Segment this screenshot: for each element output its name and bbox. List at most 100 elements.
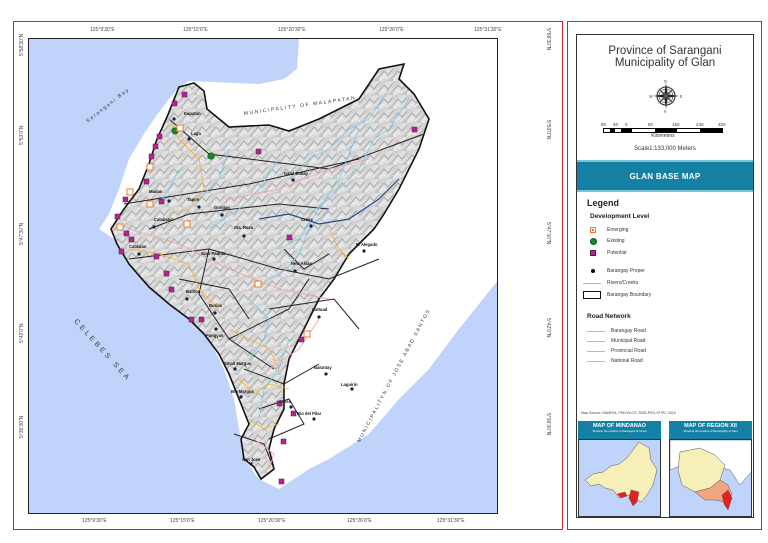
barangay-label: Big Margus — [231, 389, 254, 394]
barangay-label: Cross — [301, 217, 313, 222]
lon-tick-label: 125°31'30"E — [474, 27, 502, 33]
barangay-label: Gongan — [214, 205, 230, 210]
road-line-icon — [587, 330, 605, 332]
map-frame — [13, 21, 563, 530]
lat-tick-label: 5°47'30"N — [19, 222, 25, 245]
lat-tick-label: 5°47'30"N — [545, 222, 551, 245]
boundary-box-icon — [583, 291, 601, 299]
lon-tick-label: 125°31'30"E — [437, 518, 465, 524]
barangay-label: Sta. Rosa — [234, 225, 254, 230]
road-line-icon — [587, 350, 605, 352]
region-xii-map-graphic — [670, 440, 751, 511]
legend-item-provincial-road: Provincial Road — [587, 347, 646, 355]
lon-tick-label: 125°9'30"E — [90, 27, 115, 33]
lat-tick-label: 5°36'30"N — [545, 413, 551, 436]
barangay-label: Cross — [279, 399, 291, 404]
legend-item-emerging: Emerging — [587, 226, 628, 234]
scale-unit: Kilometers — [651, 133, 675, 139]
barangay-label: Rio del Pilar — [297, 411, 322, 416]
legend-item-barangay-proper: Barangay Proper — [587, 267, 645, 275]
barangay-label: Calabanit — [154, 217, 173, 222]
lon-tick-label: 125°26'0"E — [347, 518, 372, 524]
barangay-dot-icon — [591, 269, 595, 273]
legend-item-existing: Existing — [587, 237, 625, 245]
svg-text:N: N — [664, 79, 667, 84]
inset-title: MAP OF REGION XII — [684, 423, 737, 429]
map-canvas[interactable]: Sarangani Bay CELEBES SEA MUNICIPALITY O… — [28, 38, 498, 514]
barangay-label: Kaltuad — [312, 307, 328, 312]
legend-item-barangay-road: Barangay Road — [587, 327, 646, 335]
barangay-label: Tapon — [187, 197, 200, 202]
mindanao-map-graphic — [584, 441, 658, 507]
scale-tick: 160 — [672, 122, 680, 127]
scale-tick: 40 — [613, 122, 619, 127]
legend-item-barangay-boundary: Barangay Boundary — [583, 291, 651, 299]
road-line-icon — [587, 340, 605, 342]
municipality-title: Municipality of Glan — [614, 57, 716, 69]
base-map-graphic — [29, 39, 497, 513]
svg-text:E: E — [680, 94, 683, 99]
legend-title: Legend — [587, 198, 620, 208]
map-title: Province of Sarangani Municipality of Gl… — [577, 45, 753, 69]
map-source: Map Source: NAMRIA, PHIVOLCS, MGB,PEO,ST… — [581, 411, 676, 415]
legend-item-potential: Potential — [587, 249, 626, 257]
potential-icon — [590, 250, 596, 256]
lon-tick-label: 125°15'0"E — [170, 518, 195, 524]
legend-frame — [567, 21, 762, 530]
barangay-label: Burias — [209, 303, 223, 308]
lon-tick-label: 125°26'0"E — [379, 27, 404, 33]
emerging-icon — [590, 227, 596, 233]
scale-tick: 320 — [718, 122, 726, 127]
svg-text:W: W — [649, 94, 653, 99]
barangay-label: Glan Padidu — [201, 251, 226, 256]
barangay-label: Datal Bukay — [284, 171, 308, 176]
development-level-title: Development Level — [590, 213, 650, 220]
lat-tick-label: 5°53'0"N — [545, 120, 551, 140]
lon-tick-label: 125°15'0"E — [183, 27, 208, 33]
compass-rose-icon: N S W E — [649, 79, 683, 113]
road-line-icon — [587, 360, 605, 362]
inset-mindanao: MAP OF MINDANAO Showing the location of … — [578, 421, 661, 517]
barangay-label: Baliton — [186, 289, 201, 294]
lat-tick-label: 5°53'0"N — [19, 125, 25, 145]
legend-panel: Province of Sarangani Municipality of Gl… — [576, 34, 754, 518]
inset-subtitle: Showing the location of Sarangani Provin… — [592, 429, 647, 433]
inset-subtitle: Showing the location of Municipality of … — [683, 429, 738, 433]
existing-icon — [589, 237, 597, 245]
legend-item-national-road: National Road — [587, 357, 643, 365]
barangay-label: Pangyan — [206, 333, 224, 338]
legend-item-municipal-road: Municipal Road — [587, 337, 645, 345]
barangay-label: E. Alegado — [356, 242, 378, 247]
river-line-icon — [583, 282, 601, 284]
lon-tick-label: 125°9'30"E — [82, 518, 107, 524]
inset-region-xii: MAP OF REGION XII Showing the location o… — [669, 421, 752, 517]
scale-tick: 80 — [601, 122, 607, 127]
barangay-label: New Aklan — [291, 261, 313, 266]
barangay-label: Small Margus — [224, 361, 252, 366]
barangay-label: Mudan — [149, 189, 163, 194]
scale-bar: 80 40 0 80 160 240 320 Kilometers — [601, 122, 726, 139]
barangay-label: Kapatan — [184, 111, 201, 116]
barangay-label: Laguirin — [341, 382, 358, 387]
glan-land — [110, 62, 430, 481]
inset-title: MAP OF MINDANAO — [592, 423, 647, 429]
barangay-label: Lago — [191, 131, 202, 136]
legend-item-rivers: Rivers/Creeks — [583, 279, 638, 287]
barangay-label: Cablalan — [129, 244, 147, 249]
scale-text: Scale1:133,000 Meters — [634, 146, 696, 152]
scale-tick: 0 — [625, 122, 628, 127]
scale-tick: 240 — [696, 122, 704, 127]
scale-tick: 80 — [648, 122, 654, 127]
lat-tick-label: 5°58'30"N — [19, 33, 25, 56]
province-title: Province of Sarangani — [608, 45, 722, 57]
lon-tick-label: 125°20'30"E — [278, 27, 306, 33]
lon-tick-label: 125°20'30"E — [258, 518, 286, 524]
lat-tick-label: 5°42'0"N — [545, 318, 551, 338]
svg-text:S: S — [664, 109, 666, 113]
lat-tick-label: 5°58'30"N — [545, 28, 551, 51]
barangay-label: Baluntay — [314, 365, 332, 370]
lat-tick-label: 5°36'30"N — [19, 415, 25, 438]
map-banner: GLAN BASE MAP — [577, 160, 753, 192]
road-network-title: Road Network — [587, 313, 631, 320]
lat-tick-label: 5°42'0"N — [19, 323, 25, 343]
